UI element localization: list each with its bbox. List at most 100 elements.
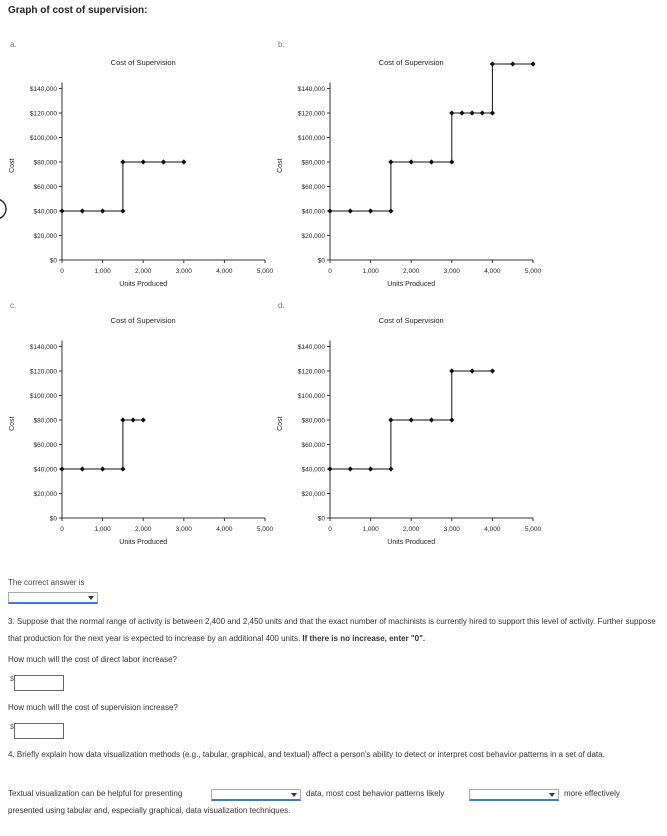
page-title: Graph of cost of supervision: [8, 5, 148, 16]
panel-letter-b: b. [278, 40, 285, 49]
data-point-marker [181, 159, 187, 165]
chevron-down-icon [549, 793, 555, 797]
y-tick-label: $140,000 [298, 86, 325, 93]
y-tick-label: $140,000 [30, 344, 57, 351]
y-tick-label: $20,000 [302, 491, 326, 498]
data-point-marker [347, 208, 353, 214]
y-tick-label: $60,000 [34, 184, 58, 191]
supervision-increase-input[interactable] [14, 723, 64, 739]
x-tick-label: 0 [60, 526, 64, 533]
y-axis-label: Cost [277, 158, 284, 172]
x-tick-label: 1,000 [94, 526, 111, 533]
y-tick-label: $0 [318, 516, 326, 523]
x-tick-label: 1,000 [362, 526, 379, 533]
y-tick-label: $40,000 [34, 467, 58, 474]
y-tick-label: $20,000 [34, 491, 58, 498]
y-tick-label: $80,000 [302, 418, 326, 425]
presenting-data-dropdown[interactable] [211, 789, 301, 801]
y-tick-label: $100,000 [30, 135, 57, 142]
x-tick-label: 5,000 [525, 526, 542, 533]
chevron-down-icon [291, 793, 297, 797]
patterns-likely-dropdown[interactable] [469, 789, 559, 801]
y-tick-label: $80,000 [34, 160, 58, 167]
panel-letter-a: a. [10, 40, 17, 49]
data-point-marker [388, 159, 394, 165]
panel-letter-d: d. [278, 301, 285, 310]
data-point-marker [469, 368, 475, 374]
correct-answer-label: The correct answer is [8, 578, 85, 587]
x-tick-label: 3,000 [444, 268, 461, 275]
y-tick-label: $20,000 [302, 233, 326, 240]
y-tick-label: $120,000 [30, 111, 57, 118]
data-point-marker [140, 159, 146, 165]
data-point-marker [388, 417, 394, 423]
y-tick-label: $60,000 [302, 442, 326, 449]
x-tick-label: 3,000 [444, 526, 461, 533]
radio-indicator-icon[interactable] [0, 198, 10, 220]
chart-d: Cost of Supervision $0 $20,000 $40,000 $60,0… [277, 316, 542, 546]
x-tick-label: 4,000 [216, 526, 233, 533]
x-axis-label: Units Produced [387, 539, 435, 546]
y-tick-label: $40,000 [302, 209, 326, 216]
supervision-currency-symbol: $ [10, 724, 14, 731]
x-tick-label: 0 [328, 268, 332, 275]
data-point-marker [130, 417, 136, 423]
data-point-marker [368, 466, 374, 472]
question-3-text: 3. Suppose that the normal range of acti… [8, 613, 658, 647]
labor-increase-prompt: How much will the cost of direct labor i… [8, 655, 177, 664]
x-axis-label: Units Produced [119, 539, 167, 546]
x-tick-label: 2,000 [403, 268, 420, 275]
x-tick-label: 1,000 [362, 268, 379, 275]
data-point-marker [408, 159, 414, 165]
data-point-marker [479, 110, 485, 116]
x-tick-label: 0 [328, 526, 332, 533]
question-4-sentence-start: Textual visualization can be helpful for… [8, 789, 183, 798]
data-point-marker [428, 417, 435, 423]
data-point-marker [120, 159, 126, 165]
x-tick-label: 3,000 [176, 526, 193, 533]
y-tick-label: $100,000 [298, 393, 325, 400]
data-point-marker [79, 208, 85, 214]
question-3-instruction: If there is no increase, enter "0". [302, 634, 426, 643]
y-tick-label: $80,000 [34, 418, 58, 425]
data-point-marker [449, 368, 455, 374]
chart-a: Cost of Supervision $0 $20,000 $40,000 $60,0… [9, 58, 274, 288]
supervision-increase-prompt: How much will the cost of supervision in… [8, 703, 178, 712]
y-tick-label: $100,000 [30, 393, 57, 400]
panel-letter-c: c. [10, 301, 17, 310]
data-point-marker [459, 110, 465, 116]
labor-currency-symbol: $ [10, 676, 14, 683]
data-point-marker [530, 61, 536, 67]
y-tick-label: $120,000 [30, 369, 57, 376]
data-point-marker [347, 466, 353, 472]
x-tick-label: 3,000 [176, 268, 193, 275]
y-tick-label: $40,000 [34, 209, 58, 216]
data-point-marker [368, 208, 374, 214]
question-4-sentence-end: more effectively [564, 789, 620, 798]
data-point-marker [489, 61, 495, 67]
chart-title: Cost of Supervision [379, 58, 444, 67]
x-tick-label: 4,000 [216, 268, 233, 275]
chart-title: Cost of Supervision [379, 316, 444, 325]
chart-title: Cost of Supervision [111, 58, 176, 67]
data-point-marker [100, 466, 106, 472]
chart-title: Cost of Supervision [111, 316, 176, 325]
x-tick-label: 5,000 [257, 268, 274, 275]
labor-increase-input[interactable] [14, 675, 64, 691]
x-tick-label: 4,000 [484, 268, 501, 275]
y-tick-label: $60,000 [302, 184, 326, 191]
y-axis-label: Cost [9, 416, 16, 430]
question-4-sentence-middle: data, most cost behavior patterns likely [306, 789, 445, 798]
question-4-text: 4. Briefly explain how data visualizatio… [8, 750, 605, 759]
data-point-marker [408, 417, 414, 423]
correct-answer-dropdown[interactable] [8, 592, 98, 604]
data-point-marker [428, 159, 435, 165]
data-point-marker [59, 466, 65, 472]
y-tick-label: $120,000 [298, 369, 325, 376]
x-axis-label: Units Produced [119, 281, 167, 288]
x-tick-label: 2,000 [403, 526, 420, 533]
data-point-marker [327, 208, 333, 214]
data-point-marker [140, 417, 146, 423]
x-tick-label: 4,000 [484, 526, 501, 533]
y-tick-label: $20,000 [34, 233, 58, 240]
